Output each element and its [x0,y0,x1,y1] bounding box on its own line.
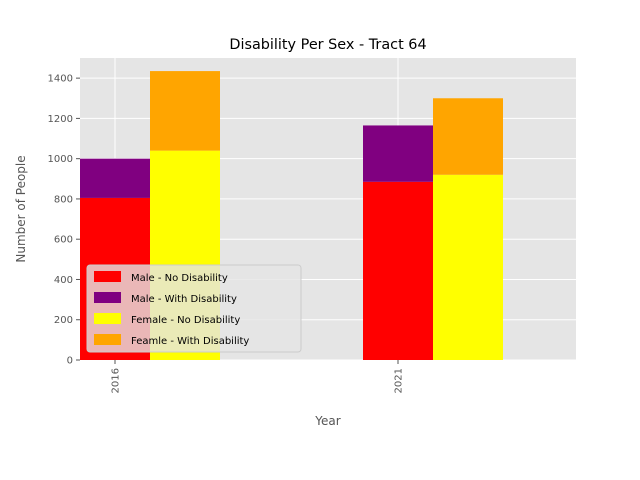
y-tick-label: 400 [54,275,73,286]
x-tick-label: 2021 [394,368,405,393]
chart-title: Disability Per Sex - Tract 64 [229,37,426,53]
legend-swatch [94,292,121,303]
y-tick-label: 200 [54,315,73,326]
y-tick-label: 600 [54,235,73,246]
legend-entry: Male - No Disability [131,273,228,284]
legend-swatch [94,271,121,282]
y-tick-label: 1200 [48,114,73,125]
legend-swatch [94,334,121,345]
x-axis-ticks: 2016 2021 [111,360,405,393]
legend: Male - No Disability Male - With Disabili… [86,264,302,353]
y-tick-label: 0 [67,356,73,367]
bar-segment [150,71,220,151]
x-axis-label: Year [314,414,340,428]
legend-entry: Male - With Disability [131,294,237,305]
legend-swatch [94,313,121,324]
bar-segment [80,158,150,198]
y-axis-label: Number of People [14,155,28,262]
legend-entry: Feamle - With Disability [131,336,249,347]
legend-frame [86,264,302,353]
y-tick-label: 1000 [48,154,73,165]
y-axis-ticks: 0 200 400 600 800 1000 1200 1400 [48,74,80,367]
x-tick-label: 2016 [111,368,122,393]
bar-segment [433,174,503,360]
y-tick-label: 800 [54,194,73,205]
bar-segment [433,98,503,175]
y-tick-label: 1400 [48,74,73,85]
legend-entry: Female - No Disability [131,315,240,326]
bar-segment [363,125,433,182]
bar-segment [363,181,433,360]
